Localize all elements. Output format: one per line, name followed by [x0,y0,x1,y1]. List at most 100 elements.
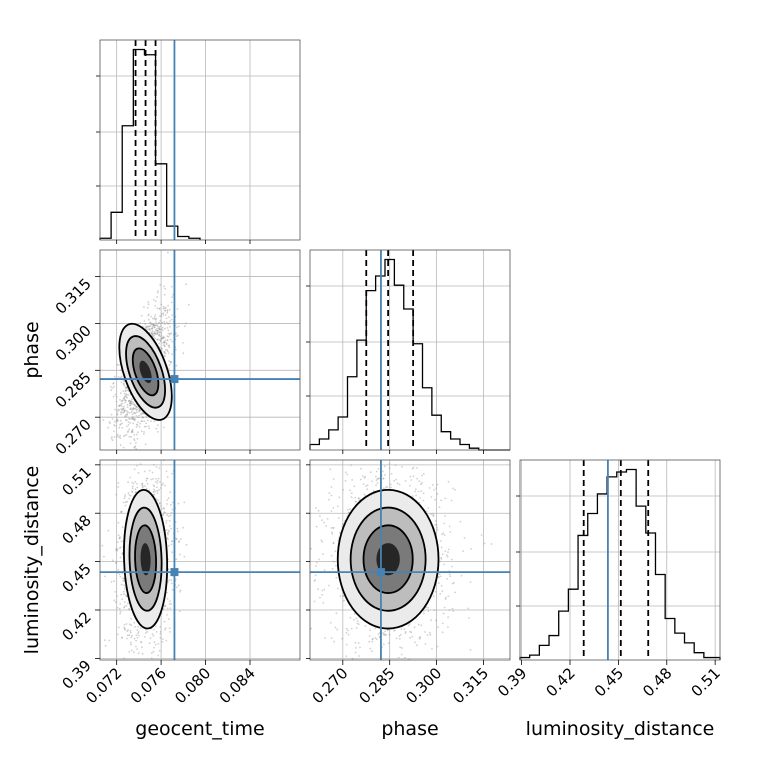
sample-point [128,650,131,653]
sample-point [124,390,127,393]
sample-point [313,600,316,603]
sample-point [449,575,452,578]
sample-point [129,404,132,407]
sample-point [159,626,162,628]
sample-point [152,453,154,455]
sample-point [126,396,128,399]
sample-point [118,404,121,407]
sample-point [141,412,144,415]
sample-point [124,418,127,421]
sample-point [143,425,146,428]
sample-point [128,494,131,496]
sample-point [116,549,119,552]
y-tick-label: 0.270 [52,415,95,458]
sample-point [124,401,126,404]
sample-point [156,332,159,335]
sample-point [141,484,144,487]
sample-point [176,586,178,589]
sample-point [152,650,155,653]
sample-point [115,493,118,496]
sample-point [123,627,126,630]
sample-point [303,612,305,614]
sample-point [194,456,196,458]
sample-point [350,464,353,466]
sample-point [148,427,151,430]
sample-point [129,408,132,410]
sample-point [149,321,152,324]
sample-point [138,409,141,412]
sample-point [158,327,161,330]
sample-point [142,485,144,488]
sample-point [119,419,122,422]
sample-point [160,505,163,507]
sample-point [424,631,426,633]
sample-point [123,380,126,383]
sample-point [443,534,446,536]
sample-point [407,624,410,627]
x-tick-label: 0.42 [542,664,578,700]
x-tick-label: 0.080 [171,664,214,707]
sample-point [140,430,143,433]
sample-point [153,641,156,644]
sample-point [168,322,170,325]
sample-point [171,551,174,554]
sample-point [168,346,171,349]
sample-point [404,480,407,482]
sample-point [131,485,134,488]
sample-point [142,416,144,419]
sample-point [115,400,118,403]
sample-point [153,420,156,423]
sample-point [168,515,170,518]
sample-point [153,453,155,455]
sample-point [154,332,157,335]
sample-point [145,479,148,482]
sample-point [131,413,134,416]
sample-point [371,640,374,643]
sample-point [157,424,159,426]
sample-point [163,628,166,631]
sample-point [400,633,402,636]
sample-point [430,513,432,515]
sample-point [129,401,132,404]
sample-point [335,564,337,567]
density-fill [376,543,400,576]
sample-point [357,642,360,644]
sample-point [413,626,416,629]
sample-point [395,478,397,481]
sample-point [108,639,111,642]
sample-point [399,646,402,649]
sample-point [133,637,136,640]
sample-point [469,649,472,651]
sample-point [329,621,332,624]
sample-point [129,402,132,405]
sample-point [336,505,339,508]
sample-point [436,492,439,495]
sample-point [438,573,441,575]
sample-point [185,322,187,325]
sample-point [151,327,154,330]
sample-point [322,602,325,604]
sample-point [330,486,333,488]
sample-point [158,326,161,329]
sample-point [143,420,146,423]
sample-point [133,434,136,436]
sample-point [154,435,156,437]
sample-point [404,656,406,659]
sample-point [126,403,129,406]
sample-point [157,325,159,328]
sample-point [393,629,396,632]
sample-point [117,541,119,543]
sample-point [154,305,157,307]
sample-point [133,446,136,449]
sample-point [161,641,164,643]
sample-point [148,325,150,328]
sample-point [163,620,166,623]
sample-point [127,394,130,396]
sample-point [148,327,151,330]
sample-point [143,636,146,638]
sample-point [412,475,415,478]
sample-point [156,307,159,310]
sample-point [351,479,354,481]
sample-point [417,623,420,626]
sample-point [115,419,118,422]
